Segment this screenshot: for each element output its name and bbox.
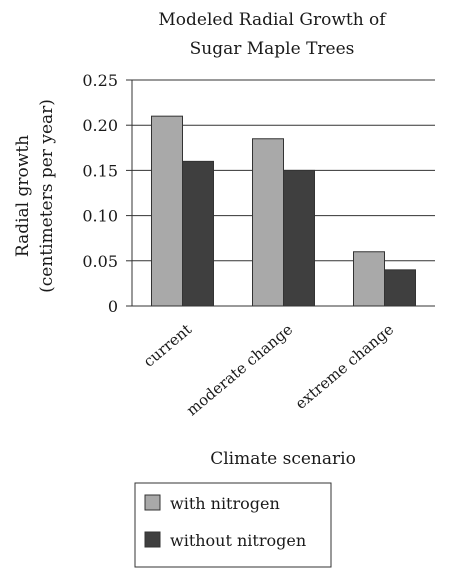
y-tick-labels: 0 0.05 0.10 0.15 0.20 0.25 bbox=[82, 71, 118, 316]
x-tick-label: extreme change bbox=[292, 320, 397, 413]
axes bbox=[131, 80, 435, 307]
legend: with nitrogen without nitrogen bbox=[134, 482, 332, 568]
x-axis-title: Climate scenario bbox=[210, 449, 356, 469]
legend-swatch-with-nitrogen bbox=[144, 494, 161, 511]
legend-label-without-nitrogen: without nitrogen bbox=[170, 531, 306, 550]
y-tick-label: 0 bbox=[108, 297, 118, 316]
y-tick-label: 0.20 bbox=[82, 116, 118, 135]
bar-without-nitrogen-current bbox=[182, 160, 214, 307]
chart-title-line-2: Sugar Maple Trees bbox=[190, 39, 355, 59]
bars bbox=[151, 115, 416, 307]
y-tick-label: 0.25 bbox=[82, 71, 118, 90]
bar-with-nitrogen-extreme-change bbox=[353, 251, 385, 307]
y-tick-label: 0.05 bbox=[82, 252, 118, 271]
y-axis-title-line-1: Radial growth bbox=[13, 135, 33, 257]
legend-box bbox=[134, 482, 332, 568]
legend-label-with-nitrogen: with nitrogen bbox=[170, 494, 280, 513]
y-tick-label: 0.15 bbox=[82, 161, 118, 180]
x-tick-label: current bbox=[140, 320, 195, 370]
legend-swatch-without-nitrogen bbox=[144, 531, 161, 548]
y-tick-label: 0.10 bbox=[82, 207, 118, 226]
y-axis-title-line-2: (centimeters per year) bbox=[37, 99, 57, 293]
x-tick-label: moderate change bbox=[183, 320, 296, 419]
bar-without-nitrogen-extreme-change bbox=[384, 269, 416, 307]
bar-with-nitrogen-current bbox=[151, 115, 183, 307]
bar-without-nitrogen-moderate-change bbox=[283, 169, 315, 307]
chart-title-line-1: Modeled Radial Growth of bbox=[158, 10, 387, 30]
bar-with-nitrogen-moderate-change bbox=[252, 138, 284, 307]
